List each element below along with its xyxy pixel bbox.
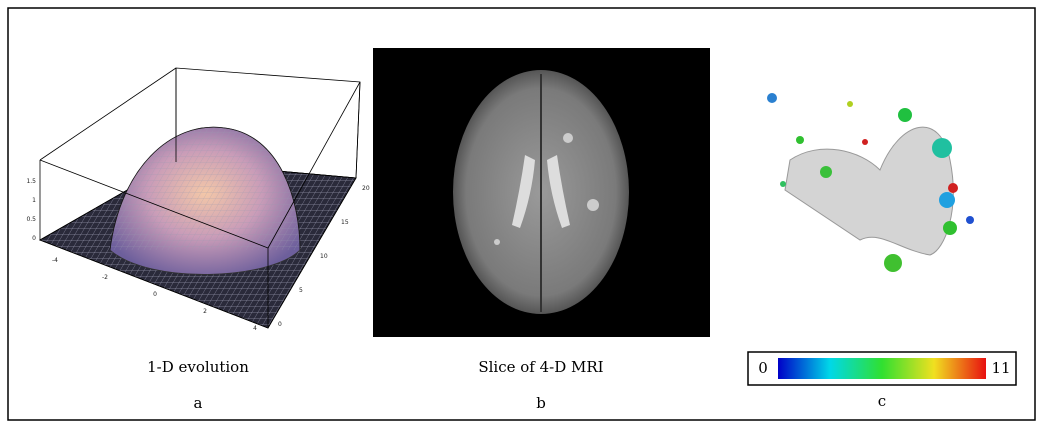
colorbar-max: 11 (991, 359, 1010, 377)
x-tick-label: -4 (52, 257, 58, 264)
z-tick-label: 1 (32, 197, 36, 204)
surface-plot (40, 68, 360, 328)
y-tick-label: 15 (341, 219, 349, 226)
x-tick-label: 4 (253, 325, 257, 332)
mri-image (373, 48, 710, 337)
y-tick-label: 20 (362, 185, 370, 192)
z-tick-label: 0 (32, 235, 36, 242)
y-tick-label: 5 (299, 287, 303, 294)
lesion-render (767, 93, 974, 272)
colorbar-min: 0 (758, 359, 768, 377)
panel-letter: a (194, 394, 203, 412)
z-tick-label: 1.5 (26, 178, 36, 185)
page: 1.5 1 0.5 0 -4 -2 0 2 4 20 15 10 5 0 0 11 1-D evoluti… (0, 0, 1044, 429)
y-tick-label: 10 (320, 253, 328, 260)
caption: 1-D evolution (147, 358, 249, 376)
panel-letter: c (878, 392, 886, 410)
colorbar (778, 358, 986, 379)
figure: 1.5 1 0.5 0 -4 -2 0 2 4 20 15 10 5 0 0 11 1-D evoluti… (0, 0, 1044, 429)
caption: Slice of 4-D MRI (478, 358, 603, 376)
x-tick-label: 0 (153, 291, 157, 298)
z-tick-label: 0.5 (26, 216, 36, 223)
x-tick-label: 2 (203, 308, 207, 315)
x-tick-label: -2 (102, 274, 108, 281)
y-tick-label: 0 (278, 321, 282, 328)
panel-letter: b (536, 394, 546, 412)
